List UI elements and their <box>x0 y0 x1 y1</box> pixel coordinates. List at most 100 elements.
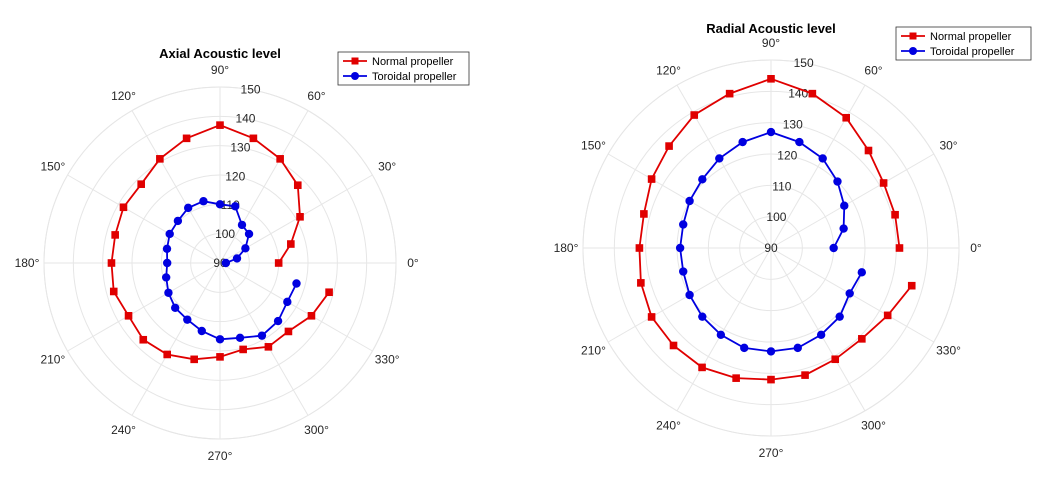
data-point <box>107 259 116 267</box>
angular-gridline <box>67 174 221 264</box>
angular-gridline <box>770 153 935 249</box>
data-point <box>190 355 198 364</box>
data-point <box>283 297 292 307</box>
data-point <box>216 353 224 361</box>
data-point <box>119 203 128 212</box>
data-point <box>165 229 174 239</box>
data-point <box>818 154 827 163</box>
data-point <box>182 134 191 143</box>
data-point <box>793 343 802 353</box>
radial-tick-label: 100 <box>215 227 235 241</box>
data-point <box>163 258 172 268</box>
data-point <box>257 331 267 340</box>
data-point <box>637 279 645 287</box>
angle-tick-label: 240° <box>111 423 136 437</box>
data-point <box>239 345 247 354</box>
data-point <box>732 374 740 382</box>
data-point <box>845 289 854 298</box>
data-point <box>679 220 688 229</box>
legend-marker <box>909 47 917 55</box>
data-point <box>111 231 119 239</box>
legend-box <box>895 26 1032 61</box>
angle-tick-label: 60° <box>864 63 882 77</box>
data-point <box>738 137 747 147</box>
legend-label: Toroidal propeller <box>372 71 457 83</box>
data-point <box>287 240 295 248</box>
data-point <box>698 312 707 321</box>
data-point <box>215 200 225 209</box>
legend-label: Toroidal propeller <box>930 46 1015 58</box>
data-point <box>284 327 293 336</box>
data-point <box>325 288 333 297</box>
data-point <box>199 197 208 206</box>
angle-tick-label: 330° <box>375 353 400 367</box>
data-point <box>833 177 842 186</box>
data-point <box>264 343 273 351</box>
series-line <box>638 77 913 381</box>
data-point <box>842 113 850 122</box>
radial-tick-label: 150 <box>794 56 814 70</box>
radial-tick-label: 120 <box>225 169 245 183</box>
data-point <box>685 290 694 300</box>
angle-tick-label: 300° <box>861 419 886 433</box>
angular-gridline <box>770 84 866 249</box>
data-point <box>235 333 245 343</box>
angle-tick-label: 150° <box>581 139 606 153</box>
data-point <box>276 155 284 163</box>
data-point <box>156 155 164 163</box>
data-point <box>640 210 648 218</box>
polar-chart-2: 0° 30° 60° 90° 120° 150° 180° 210° 240° 270° 300° 3… <box>554 21 1032 460</box>
data-point <box>685 196 694 206</box>
data-point <box>895 244 904 252</box>
data-point <box>829 243 838 253</box>
data-point <box>293 181 302 190</box>
data-point <box>679 267 688 276</box>
data-point <box>647 175 656 183</box>
radial-tick-label: 120 <box>777 148 797 162</box>
legend-marker <box>909 32 917 40</box>
angle-tick-label: 120° <box>656 63 681 77</box>
data-point <box>883 311 892 320</box>
data-point <box>766 127 776 137</box>
data-point <box>858 335 866 343</box>
data-point <box>740 343 749 353</box>
data-point <box>891 210 899 219</box>
data-point <box>124 312 133 320</box>
data-point <box>161 273 171 282</box>
data-point <box>232 254 242 263</box>
angle-tick-label: 90° <box>211 63 229 77</box>
data-point <box>163 350 171 359</box>
series-toroidal-propeller <box>161 197 301 344</box>
data-point <box>216 121 224 129</box>
data-point <box>715 154 724 163</box>
data-point <box>170 303 180 313</box>
data-point <box>698 363 706 372</box>
angle-tick-label: 240° <box>656 419 681 433</box>
data-point <box>831 355 840 364</box>
radial-tick-label: 100 <box>766 210 786 224</box>
polar-chart-1: 0° 30° 60° 90° 120° 150° 180° 210° 240° 270° 300° 3… <box>15 46 470 463</box>
series-normal-propeller <box>107 121 333 364</box>
radial-tick-label: 130 <box>783 118 803 132</box>
angular-gridline <box>770 247 866 412</box>
data-point <box>766 347 776 356</box>
data-point <box>273 316 283 326</box>
angle-tick-label: 30° <box>378 160 396 174</box>
angle-tick-label: 210° <box>40 353 65 367</box>
legend-box <box>337 51 470 86</box>
data-point <box>230 202 240 211</box>
data-point <box>857 268 866 277</box>
data-point <box>249 134 258 143</box>
angle-tick-label: 300° <box>304 423 329 437</box>
angular-gridline <box>67 262 221 352</box>
legend: Normal propeller Toroidal propeller <box>337 51 470 86</box>
data-point <box>109 287 118 296</box>
angle-tick-label: 180° <box>15 256 40 270</box>
angular-gridline <box>131 262 221 416</box>
angle-tick-label: 60° <box>307 89 325 103</box>
angle-tick-label: 0° <box>407 256 419 270</box>
data-point <box>241 244 250 253</box>
data-point <box>835 312 844 321</box>
data-point <box>767 75 775 83</box>
angle-tick-label: 30° <box>939 139 957 153</box>
